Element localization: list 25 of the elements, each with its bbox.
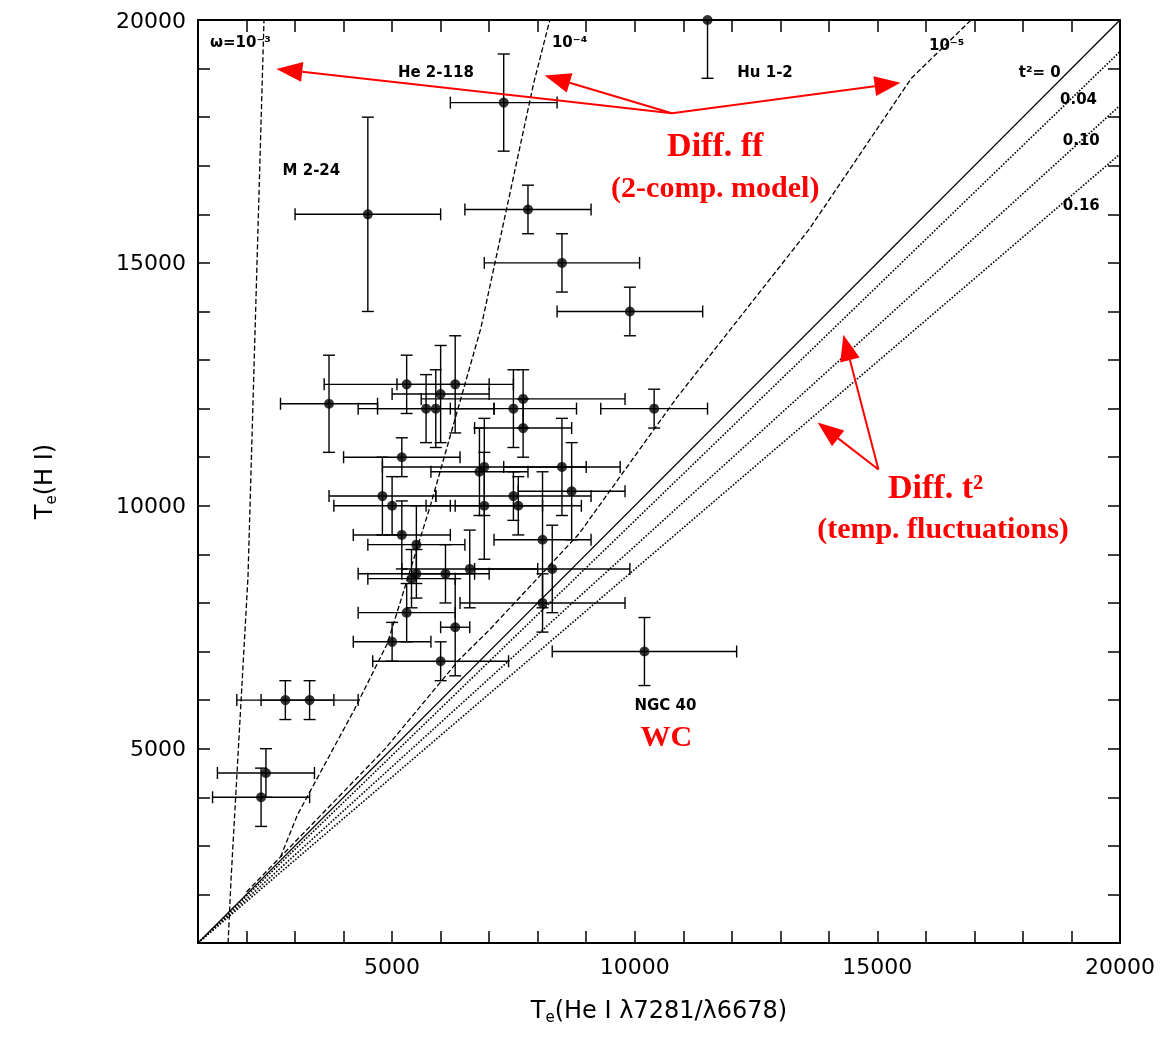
annotation: Hu 1-2 [737, 62, 793, 81]
annotation: NGC 40 [634, 695, 697, 714]
y-tick-label: 20000 [116, 7, 186, 33]
y-axis-title: Te(H I) [29, 443, 60, 521]
annotation: 10⁻⁴ [551, 33, 588, 52]
y-tick-label: 10000 [116, 493, 186, 519]
x-tick-label: 5000 [364, 953, 421, 979]
annotation: t²= 0 [1018, 62, 1061, 81]
annotation: (2-comp. model) [611, 169, 820, 204]
x-tick-label: 15000 [842, 953, 913, 979]
x-tick-label: 10000 [599, 953, 670, 979]
annotation: M 2-24 [282, 161, 341, 180]
annotation: WC [640, 718, 693, 752]
annotation: Diff. t² [888, 467, 984, 505]
y-tick-label: 15000 [116, 250, 186, 276]
annotation: 0.10 [1062, 130, 1100, 149]
annotation: He 2-118 [397, 62, 474, 81]
x-tick-label: 20000 [1085, 953, 1155, 979]
annotation: 10⁻⁵ [928, 35, 965, 54]
annotation: 0.04 [1060, 90, 1098, 109]
annotation: Diff. ff [667, 126, 765, 164]
annotation: ω=10⁻³ [209, 33, 271, 52]
annotation: 0.16 [1062, 195, 1100, 214]
annotation: (temp. fluctuations) [817, 511, 1069, 546]
y-tick-label: 5000 [130, 736, 186, 762]
